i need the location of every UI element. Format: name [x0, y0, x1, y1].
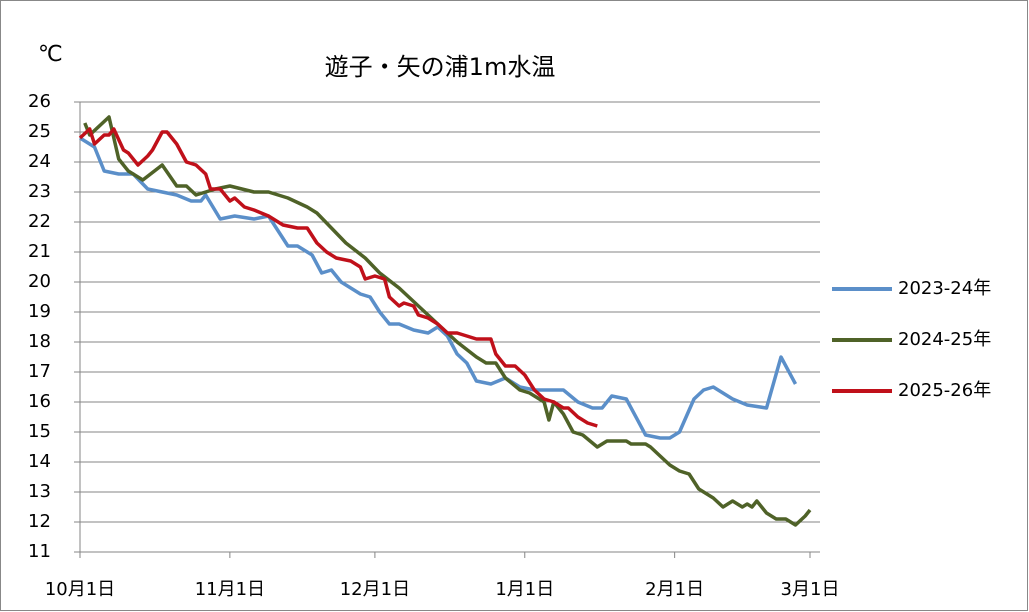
- y-tick-label: 17: [28, 361, 51, 382]
- legend-label: 2024-25年: [898, 329, 991, 350]
- y-tick-label: 20: [28, 271, 51, 292]
- series-line: [79, 136, 798, 440]
- legend-label: 2023-24年: [898, 278, 991, 299]
- x-tick-label: 12月1日: [340, 579, 410, 600]
- y-tick-label: 11: [28, 541, 51, 562]
- y-tick-label: 22: [28, 211, 51, 232]
- x-tick-label: 11月1日: [195, 579, 265, 600]
- y-tick-label: 14: [28, 451, 51, 472]
- y-tick-label: 15: [28, 421, 51, 442]
- y-tick-label: 23: [28, 181, 51, 202]
- y-tick-label: 12: [28, 511, 51, 532]
- legend-label: 2025-26年: [898, 380, 991, 401]
- y-tick-label: 13: [28, 481, 51, 502]
- x-tick-label: 2月1日: [645, 579, 704, 600]
- chart-title: 遊子・矢の浦1m水温: [325, 53, 556, 81]
- y-tick-label: 21: [28, 241, 51, 262]
- y-axis-label: ℃: [38, 42, 63, 67]
- y-tick-label: 24: [28, 151, 51, 172]
- y-tick-label: 26: [28, 91, 51, 112]
- x-tick-label: 3月1日: [781, 579, 840, 600]
- y-tick-label: 25: [28, 121, 51, 142]
- series-line: [78, 127, 598, 428]
- x-tick-label: 1月1日: [495, 579, 554, 600]
- y-tick-label: 18: [28, 331, 51, 352]
- y-tick-label: 19: [28, 301, 51, 322]
- y-tick-label: 16: [28, 391, 51, 412]
- x-tick-label: 10月1日: [45, 579, 115, 600]
